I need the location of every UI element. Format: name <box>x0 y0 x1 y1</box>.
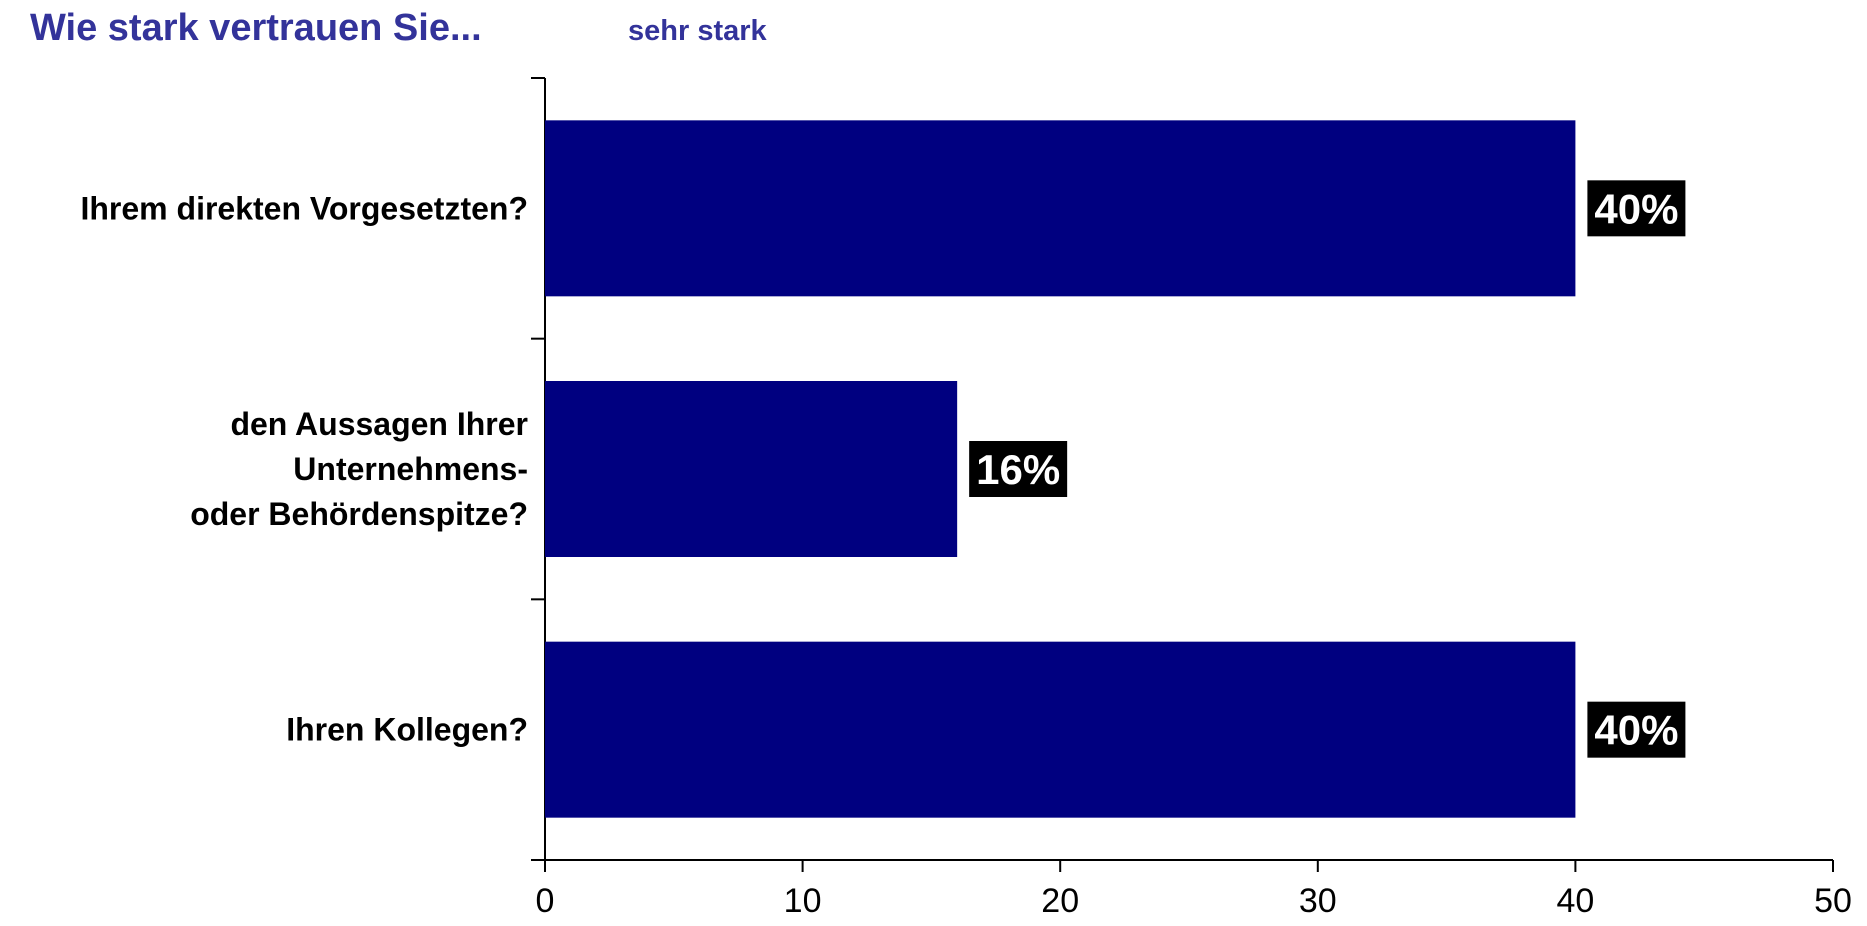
x-tick-label: 40 <box>1556 882 1594 920</box>
category-label: oder Behördenspitze? <box>190 496 528 532</box>
tick-labels: 0 10 20 30 40 50 <box>536 882 1852 920</box>
data-label-background <box>969 441 1068 497</box>
data-label-background <box>1587 701 1686 758</box>
data-label-background <box>1587 180 1686 237</box>
chart-title: Wie stark vertrauen Sie... <box>30 7 482 49</box>
data-labels: 40% 16% 40% <box>969 180 1686 758</box>
bar <box>545 120 1576 297</box>
x-tick-label: 20 <box>1041 882 1079 920</box>
category-label: Ihren Kollegen? <box>286 712 528 748</box>
category-label: den Aussagen Ihrer <box>230 406 528 442</box>
bar <box>545 641 1576 818</box>
data-label: 40% <box>1594 185 1678 232</box>
x-tick-label: 50 <box>1814 882 1852 920</box>
x-tick-label: 10 <box>784 882 822 920</box>
x-tick-label: 30 <box>1299 882 1337 920</box>
bars <box>545 120 1576 818</box>
bar <box>545 381 958 557</box>
category-label: Ihrem direkten Vorgesetzten? <box>80 190 528 226</box>
x-tick-label: 0 <box>536 882 555 920</box>
chart-subtitle: sehr stark <box>628 15 768 47</box>
category-label: Unternehmens- <box>293 451 528 487</box>
data-label: 16% <box>976 446 1060 493</box>
data-label: 40% <box>1594 707 1678 754</box>
category-labels: Ihrem direkten Vorgesetzten? den Aussagen… <box>80 190 528 747</box>
